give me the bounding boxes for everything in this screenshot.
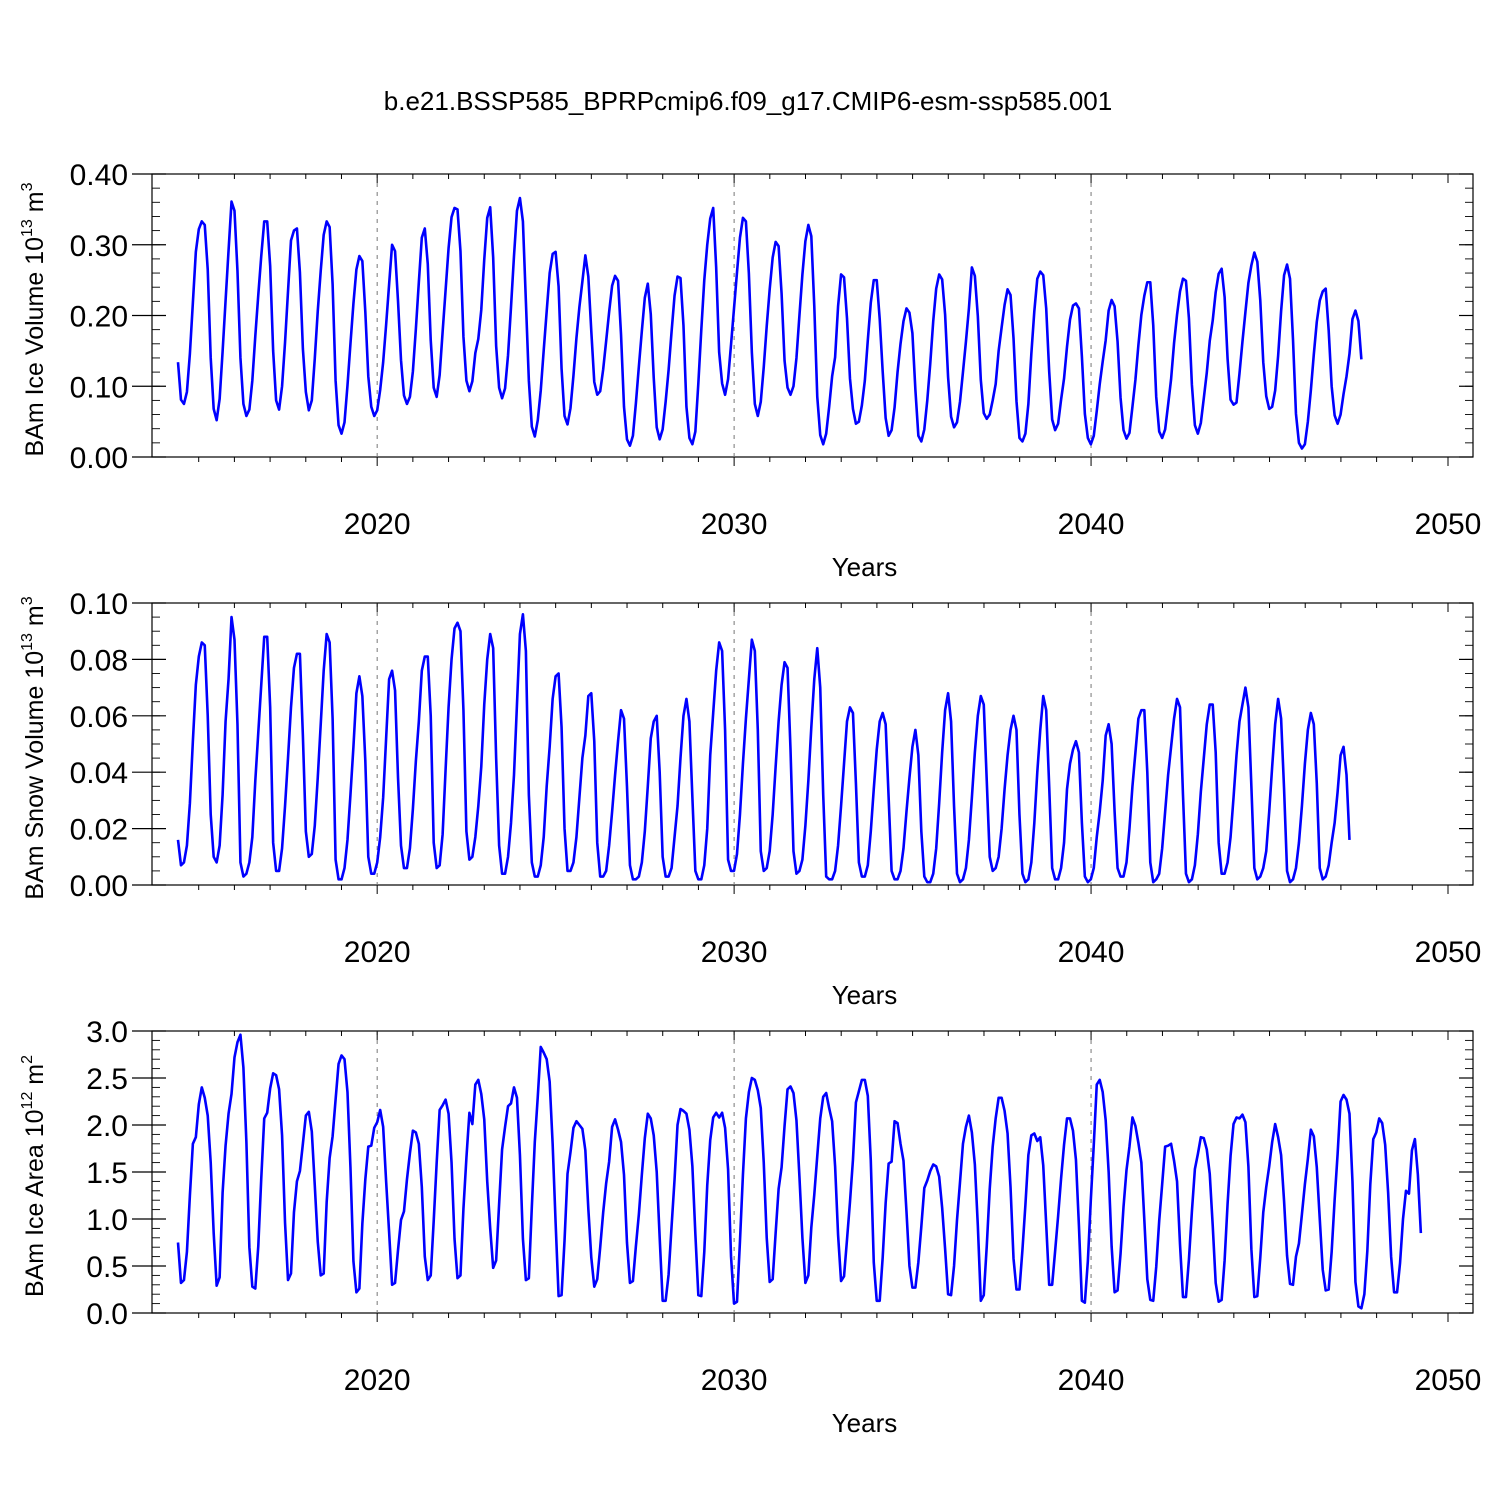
y-axis-title: BAm Ice Volume 1013 m3 xyxy=(19,182,49,456)
y-axis-title-text: BAm Ice Area 10 xyxy=(21,1109,49,1297)
x-axis-title: Years xyxy=(832,1408,898,1438)
y-axis-title-exponent: 13 xyxy=(19,219,36,237)
y-axis-title: BAm Ice Area 1012 m2 xyxy=(19,1055,49,1297)
figure-title: b.e21.BSSP585_BPRPcmip6.f09_g17.CMIP6-es… xyxy=(384,86,1112,116)
series-line-snow-volume xyxy=(176,612,1351,884)
y-tick-label: 1.5 xyxy=(86,1157,128,1190)
y-tick-label: 0.30 xyxy=(70,230,128,263)
x-tick-label: 2040 xyxy=(1058,508,1125,541)
x-tick-label: 2040 xyxy=(1058,1364,1125,1397)
x-tick-label: 2020 xyxy=(344,1364,411,1397)
x-tick-label: 2050 xyxy=(1415,936,1482,969)
chart-panel-snow-volume: 2020 2030 2040 2050 0.00 0.02 0.04 0.06 0.08 0.10… xyxy=(19,588,1481,1010)
y-tick-label: 0.06 xyxy=(70,701,128,734)
y-tick-label: 0.5 xyxy=(86,1251,128,1284)
x-tick-label: 2020 xyxy=(344,508,411,541)
x-tick-label: 2030 xyxy=(701,936,768,969)
y-axis-title-text: BAm Ice Volume 10 xyxy=(21,237,49,457)
y-tick-label: 0.00 xyxy=(70,442,128,475)
y-tick-label: 1.0 xyxy=(86,1204,128,1237)
y-axis-title-unit-exponent: 3 xyxy=(19,182,36,191)
y-tick-label: 2.0 xyxy=(86,1110,128,1143)
x-tick-label: 2020 xyxy=(344,936,411,969)
y-tick-label: 0.02 xyxy=(70,814,128,847)
series-line-ice-volume xyxy=(176,196,1363,450)
x-tick-label: 2050 xyxy=(1415,508,1482,541)
x-tick-label: 2030 xyxy=(701,508,768,541)
chart-panel-ice-area: 2020 2030 2040 2050 0.0 0.5 1.0 1.5 2.0 2.5 3.0 Yea… xyxy=(19,1016,1481,1438)
y-axis-title-unit: m xyxy=(21,191,49,219)
x-tick-label: 2030 xyxy=(701,1364,768,1397)
y-tick-label: 3.0 xyxy=(86,1016,128,1049)
x-axis-title: Years xyxy=(832,980,898,1010)
y-axis-title-unit: m xyxy=(21,605,49,633)
y-axis-title-unit-exponent: 2 xyxy=(19,1055,36,1064)
y-axis-title-unit: m xyxy=(21,1064,49,1092)
y-tick-label: 0.04 xyxy=(70,757,128,790)
y-axis-title-unit-exponent: 3 xyxy=(19,596,36,605)
y-axis-title-exponent: 12 xyxy=(19,1092,36,1110)
y-tick-label: 0.0 xyxy=(86,1298,128,1331)
y-axis-title: BAm Snow Volume 1013 m3 xyxy=(19,596,49,899)
y-tick-label: 2.5 xyxy=(86,1063,128,1096)
y-tick-label: 0.08 xyxy=(70,644,128,677)
y-tick-label: 0.00 xyxy=(70,870,128,903)
y-tick-label: 0.10 xyxy=(70,371,128,404)
series-line-ice-area xyxy=(176,1033,1423,1310)
x-tick-label: 2040 xyxy=(1058,936,1125,969)
y-axis-title-exponent: 13 xyxy=(19,633,36,651)
plot-frame xyxy=(151,173,1474,458)
y-tick-label: 0.10 xyxy=(70,588,128,621)
y-tick-label: 0.40 xyxy=(70,159,128,192)
x-axis-title: Years xyxy=(832,552,898,582)
y-tick-label: 0.20 xyxy=(70,301,128,334)
x-tick-label: 2050 xyxy=(1415,1364,1482,1397)
y-axis-title-text: BAm Snow Volume 10 xyxy=(21,651,49,900)
chart-panel-ice-volume: 2020 2030 2040 2050 0.00 0.10 0.20 0.30 0.40 Year… xyxy=(19,159,1481,582)
